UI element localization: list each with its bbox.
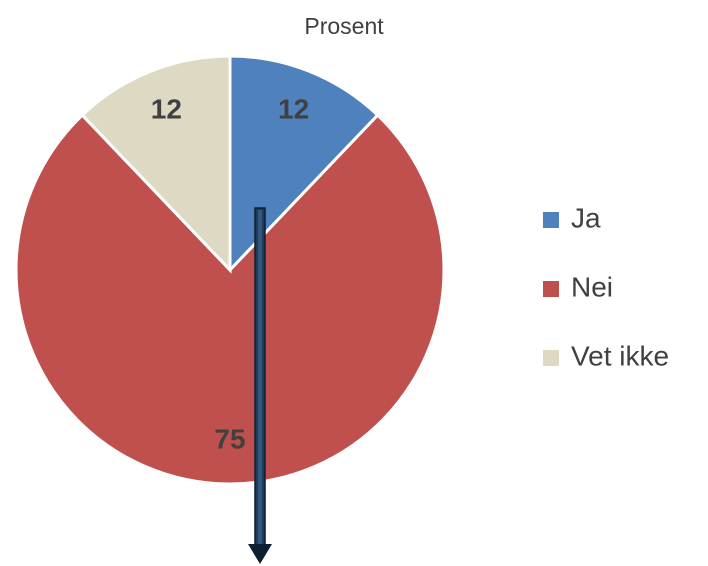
- data-label: 12: [151, 93, 182, 124]
- legend-label: Nei: [571, 271, 613, 302]
- pie: [14, 54, 446, 486]
- legend-swatch: [543, 350, 559, 366]
- legend-label: Ja: [571, 202, 601, 233]
- slice: [228, 54, 380, 274]
- slice: [80, 54, 232, 274]
- legend-label: Vet ikke: [571, 340, 669, 371]
- data-labels: 12 75 12: [151, 93, 309, 454]
- legend-swatch: [543, 281, 559, 297]
- slice: [14, 112, 446, 486]
- arrow: [248, 207, 272, 564]
- data-label: 12: [278, 93, 309, 124]
- legend-swatch: [543, 212, 559, 228]
- legend: Ja Nei Vet ikke: [543, 202, 669, 371]
- chart-title: Prosent: [304, 13, 384, 39]
- data-label: 75: [214, 424, 245, 455]
